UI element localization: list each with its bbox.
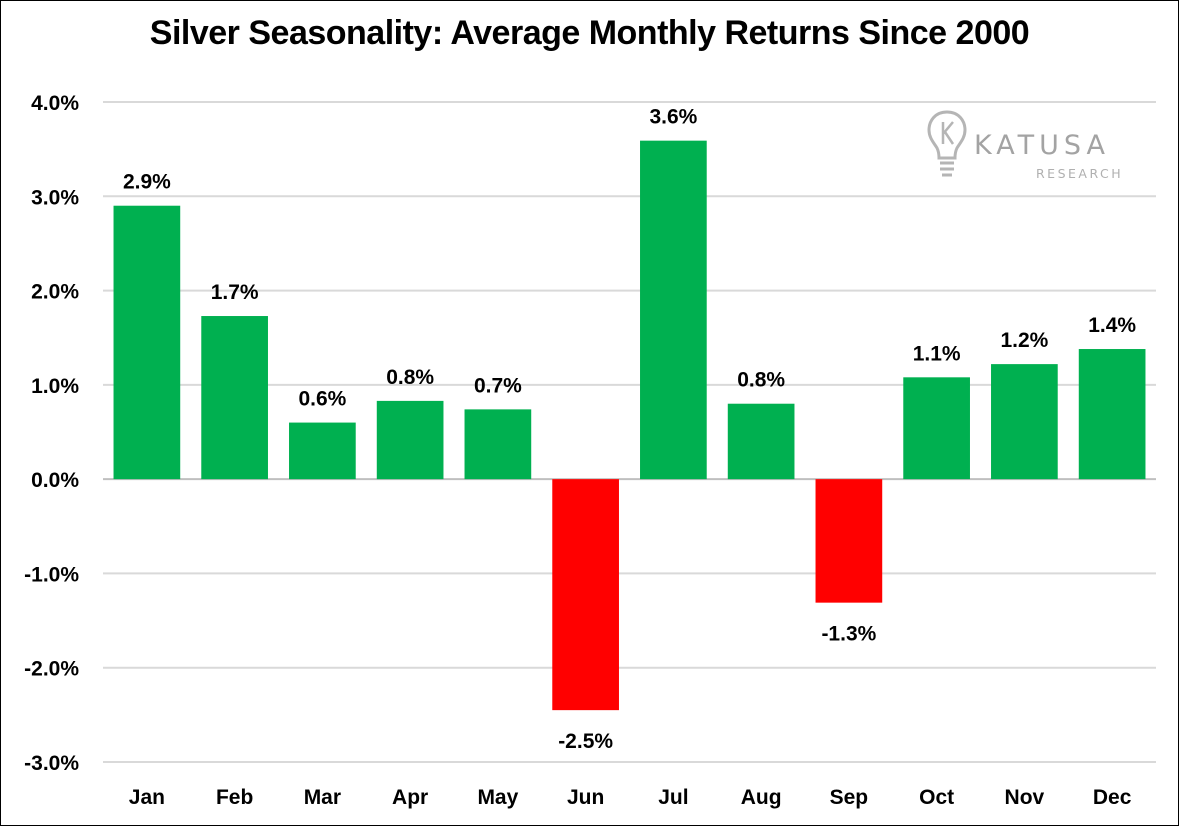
bar-feb bbox=[201, 316, 268, 480]
data-label-dec: 1.4% bbox=[1088, 314, 1136, 337]
chart-title: Silver Seasonality: Average Monthly Retu… bbox=[149, 14, 1030, 52]
bar-sep bbox=[815, 479, 883, 603]
bar-mar bbox=[289, 422, 356, 480]
data-label-aug: 0.8% bbox=[737, 369, 785, 392]
x-tick-label-dec: Dec bbox=[1093, 786, 1132, 809]
bar-oct bbox=[903, 377, 970, 480]
bar-nov bbox=[991, 364, 1058, 480]
data-labels: 2.9% 1.7% 0.6% 0.8% 0.7% -2.5% 3.6% 0.8% -1.3% 1.… bbox=[123, 106, 1136, 753]
data-label-jul: 3.6% bbox=[649, 106, 697, 129]
data-label-feb: 1.7% bbox=[211, 281, 259, 304]
katusa-logo: KATUSA RESEARCH bbox=[924, 108, 1134, 184]
data-label-mar: 0.6% bbox=[298, 388, 346, 411]
data-label-nov: 1.2% bbox=[1000, 329, 1048, 352]
y-tick-label: -1.0% bbox=[24, 563, 79, 586]
y-tick-label: 0.0% bbox=[31, 469, 79, 492]
x-tick-label-jun: Jun bbox=[567, 786, 604, 809]
data-label-oct: 1.1% bbox=[913, 342, 961, 365]
bars bbox=[113, 140, 1146, 711]
data-label-apr: 0.8% bbox=[386, 366, 434, 389]
x-tick-label-feb: Feb bbox=[216, 786, 253, 809]
bar-jun bbox=[552, 479, 619, 711]
y-tick-label: -3.0% bbox=[24, 752, 79, 775]
x-tick-label-nov: Nov bbox=[1005, 786, 1045, 809]
x-tick-label-jan: Jan bbox=[129, 786, 165, 809]
gridlines bbox=[103, 101, 1156, 763]
x-tick-label-aug: Aug bbox=[741, 786, 782, 809]
data-label-may: 0.7% bbox=[474, 374, 522, 397]
y-tick-label: 2.0% bbox=[31, 281, 79, 304]
bar-jul bbox=[640, 140, 707, 480]
x-axis-tick-labels: Jan Feb Mar Apr May Jun Jul Aug Sep Oct Nov Dec bbox=[129, 786, 1132, 809]
y-tick-label: -2.0% bbox=[24, 658, 79, 681]
data-label-jun: -2.5% bbox=[558, 730, 613, 753]
y-axis-tick-labels: 4.0% 3.0% 2.0% 1.0% 0.0% -1.0% -2.0% -3.0% bbox=[24, 92, 79, 775]
x-tick-label-oct: Oct bbox=[919, 786, 954, 809]
x-tick-label-jul: Jul bbox=[658, 786, 688, 809]
bar-apr bbox=[376, 400, 444, 480]
x-tick-label-may: May bbox=[477, 786, 518, 809]
logo-wordmark: KATUSA bbox=[974, 130, 1110, 161]
y-tick-label: 4.0% bbox=[31, 92, 79, 115]
y-tick-label: 3.0% bbox=[31, 186, 79, 209]
lightbulb-k-icon bbox=[927, 110, 967, 177]
x-tick-label-apr: Apr bbox=[392, 786, 428, 809]
data-label-jan: 2.9% bbox=[123, 171, 171, 194]
bar-may bbox=[464, 409, 532, 480]
x-tick-label-sep: Sep bbox=[830, 786, 869, 809]
y-tick-label: 1.0% bbox=[31, 375, 79, 398]
bar-dec bbox=[1078, 349, 1146, 480]
x-tick-label-mar: Mar bbox=[304, 786, 341, 809]
bar-jan bbox=[113, 205, 181, 480]
logo-subtitle: RESEARCH bbox=[1036, 166, 1124, 181]
bar-aug bbox=[727, 403, 795, 480]
data-label-sep: -1.3% bbox=[821, 623, 876, 646]
